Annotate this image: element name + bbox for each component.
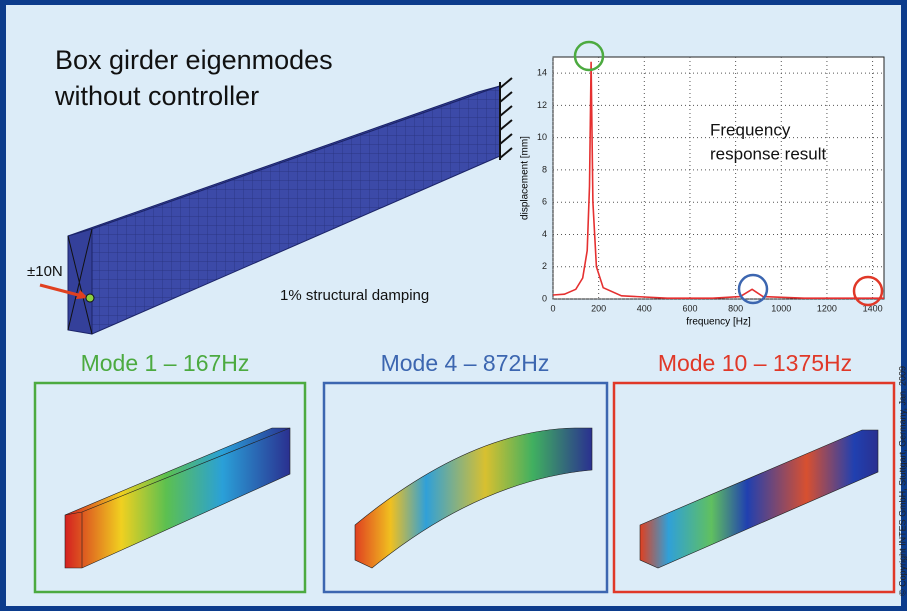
y-tick-label: 4 [542, 229, 547, 239]
y-tick-label: 14 [537, 68, 547, 78]
y-tick-label: 8 [542, 164, 547, 174]
mode-title: Mode 1 – 167Hz [81, 350, 250, 376]
x-axis-label: frequency [Hz] [686, 317, 751, 328]
x-tick-label: 200 [591, 303, 606, 313]
copyright: © Copyright INTES GmbH, Stuttgart, Germa… [897, 366, 907, 596]
annotation: response result [710, 144, 827, 163]
x-tick-label: 800 [728, 303, 743, 313]
poster: Box girder eigenmodes without controller… [0, 0, 907, 611]
x-tick-label: 1200 [817, 303, 837, 313]
y-tick-label: 0 [542, 293, 547, 303]
x-tick-label: 0 [550, 303, 555, 313]
plot-area [553, 57, 884, 299]
damping-label: 1% structural damping [280, 287, 429, 304]
y-tick-label: 6 [542, 197, 547, 207]
x-tick-label: 600 [682, 303, 697, 313]
force-label: ±10N [27, 263, 63, 280]
y-tick-label: 2 [542, 261, 547, 271]
title-line: without controller [54, 81, 259, 111]
y-tick-label: 10 [537, 132, 547, 142]
title-line: Box girder eigenmodes [55, 45, 333, 75]
y-axis-label: displacement [mm] [520, 136, 531, 220]
mode-title: Mode 10 – 1375Hz [658, 350, 852, 376]
annotation: Frequency [710, 120, 791, 139]
mode-title: Mode 4 – 872Hz [381, 350, 550, 376]
y-tick-label: 12 [537, 100, 547, 110]
x-tick-label: 1000 [771, 303, 791, 313]
x-tick-label: 400 [637, 303, 652, 313]
